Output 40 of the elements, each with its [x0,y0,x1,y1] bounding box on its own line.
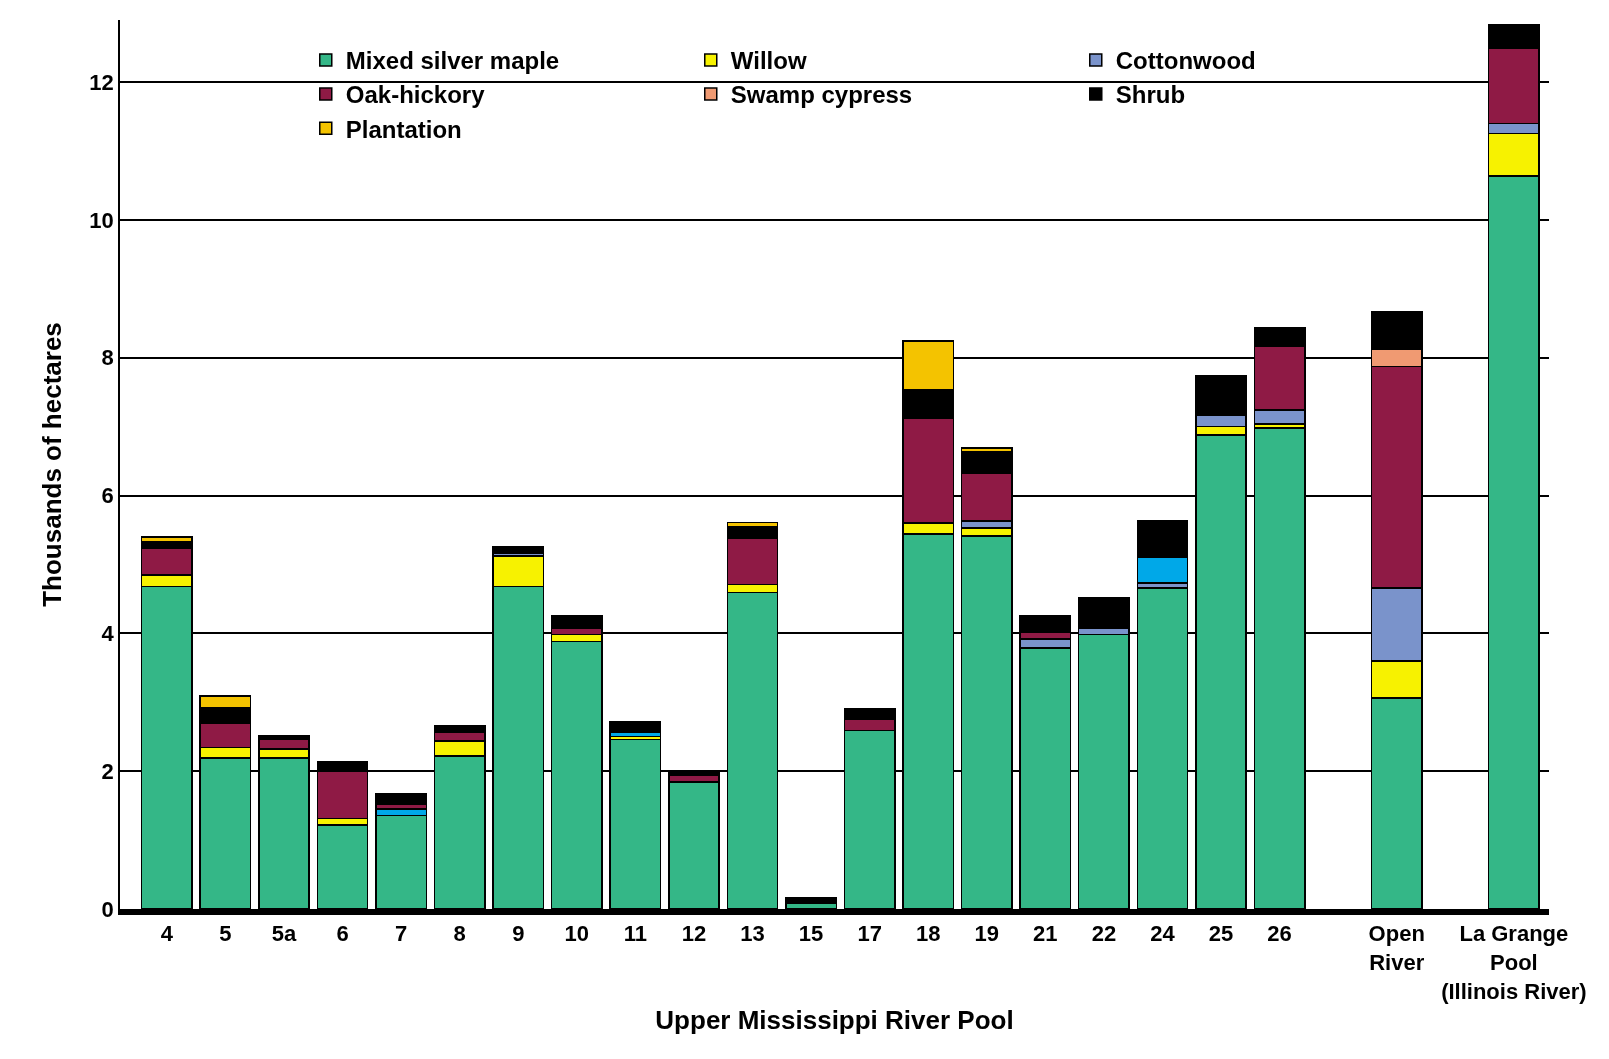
x-tick-label: 21 [1033,921,1058,947]
x-tick-label: 7 [394,921,408,947]
legend-label: Shrub [1115,81,1186,109]
x-tick-label: 24 [1150,921,1176,947]
x-tick-label: 25 [1208,921,1234,947]
x-tick-label: 17 [857,921,882,947]
y-tick-label: 2 [101,758,114,784]
legend-label: Plantation [345,115,462,143]
x-tick-label: 22 [1091,921,1117,947]
x-tick-label: 10 [564,921,590,947]
x-tick-label: 12 [681,921,707,947]
legend-label: Swamp cypress [730,81,913,109]
x-tick-label: 5 [219,921,232,947]
y-tick-label: 8 [101,345,114,371]
bar [492,545,545,555]
y-tick-label: 12 [89,69,114,95]
x-axis-title: Upper Mississippi River Pool [655,1004,1014,1035]
x-tick-label: 26 [1267,921,1292,947]
x-tick-label: 4 [160,921,174,947]
x-tick-label: 15 [798,921,824,947]
x-tick-label: 11 [623,921,648,947]
x-tick-label: 13 [740,921,765,947]
legend-label: Mixed silver maple [345,47,560,75]
y-tick-label: 10 [89,207,114,233]
legend-label: Cottonwood [1115,47,1256,75]
x-tick-label: 9 [512,921,525,947]
x-tick-label: 19 [974,921,1000,947]
legend-label: Oak-hickory [345,81,486,109]
x-tick-label: 8 [453,921,466,947]
x-tick-label: La Grange Pool (Illinois River) [1441,921,1587,1004]
x-tick-label: 6 [336,921,349,947]
y-axis-title: Thousands of hectares [37,322,68,607]
x-tick-label: 18 [915,921,941,947]
x-tick-label: 5a [271,921,297,947]
y-tick-label: 4 [101,621,115,647]
y-tick-label: 6 [101,483,114,509]
bar [609,721,662,734]
legend-label: Willow [730,47,807,75]
x-tick-label: Open River [1368,921,1425,975]
y-tick-label: 0 [101,896,114,922]
